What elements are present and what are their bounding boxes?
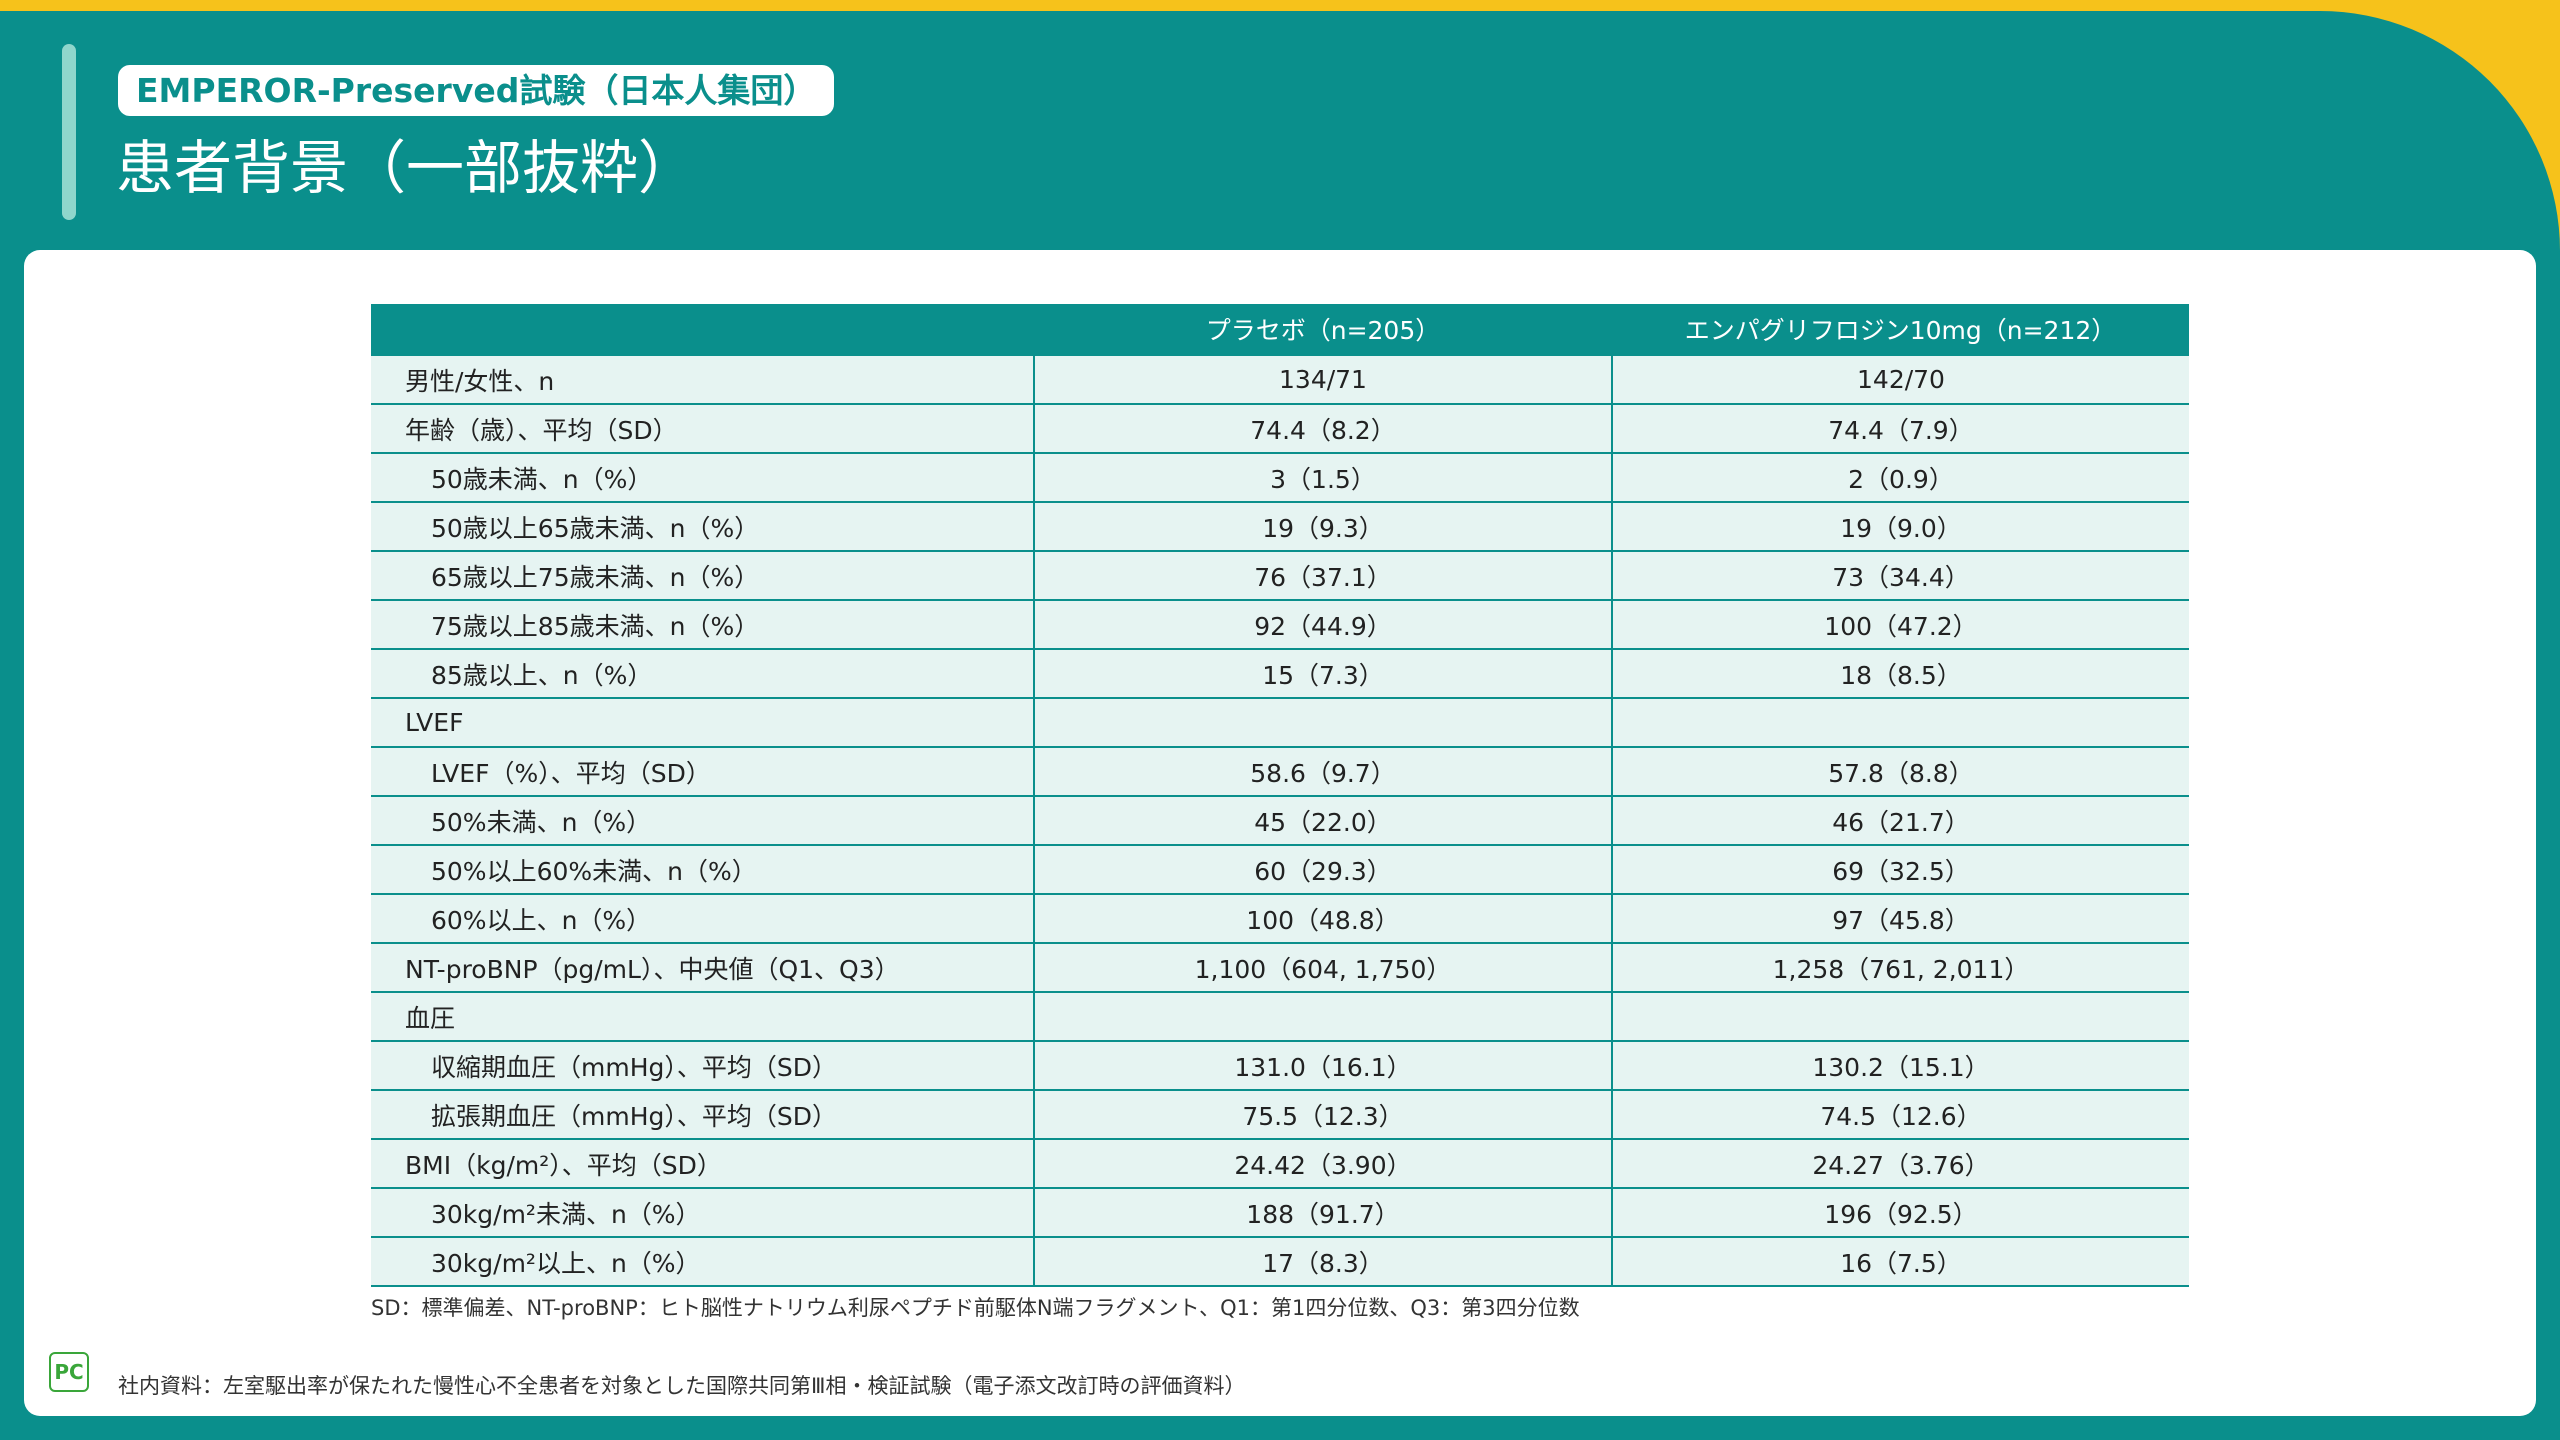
value-cell: 69（32.5） <box>1611 844 2189 895</box>
panel: プラセボ（n=205） エンパグリフロジン10mg（n=212） 男性/女性、n 1… <box>24 250 2536 1416</box>
table-row: 50%以上60%未満、n（%） 60（29.3） 69（32.5） <box>371 844 2189 895</box>
value-cell: 73（34.4） <box>1611 550 2189 601</box>
label-cell: 50歳未満、n（%） <box>371 452 1034 503</box>
value-cell <box>1611 697 2189 748</box>
label-cell: 30kg/m²以上、n（%） <box>371 1236 1034 1287</box>
label-cell: 拡張期血圧（mmHg）、平均（SD） <box>371 1089 1034 1140</box>
label-cell: 75歳以上85歳未満、n（%） <box>371 599 1034 650</box>
value-cell: 74.5（12.6） <box>1611 1089 2189 1140</box>
label-cell: NT-proBNP（pg/mL）、中央値（Q1、Q3） <box>371 942 1034 993</box>
label-cell: 85歳以上、n（%） <box>371 648 1034 699</box>
label-cell: LVEF（%）、平均（SD） <box>371 746 1034 797</box>
value-cell <box>1611 991 2189 1042</box>
value-cell: 1,258（761, 2,011） <box>1611 942 2189 993</box>
value-cell: 76（37.1） <box>1033 550 1612 601</box>
value-cell: 57.8（8.8） <box>1611 746 2189 797</box>
table-row: LVEF <box>371 697 2189 748</box>
value-cell: 1,100（604, 1,750） <box>1033 942 1612 993</box>
table-row: 50歳以上65歳未満、n（%） 19（9.3） 19（9.0） <box>371 501 2189 552</box>
value-cell <box>1033 697 1612 748</box>
value-cell: 60（29.3） <box>1033 844 1612 895</box>
value-cell: 58.6（9.7） <box>1033 746 1612 797</box>
table-row: 拡張期血圧（mmHg）、平均（SD） 75.5（12.3） 74.5（12.6） <box>371 1089 2189 1140</box>
header-cell <box>371 304 1034 355</box>
label-cell: LVEF <box>371 697 1034 748</box>
label-cell: 男性/女性、n <box>371 354 1034 405</box>
value-cell: 24.42（3.90） <box>1033 1138 1612 1189</box>
value-cell: 17（8.3） <box>1033 1236 1612 1287</box>
value-cell: 19（9.3） <box>1033 501 1612 552</box>
value-cell: 24.27（3.76） <box>1611 1138 2189 1189</box>
value-cell: 16（7.5） <box>1611 1236 2189 1287</box>
label-cell: BMI（kg/m²）、平均（SD） <box>371 1138 1034 1189</box>
value-cell: 45（22.0） <box>1033 795 1612 846</box>
value-cell: 142/70 <box>1611 354 2189 405</box>
table-row: 血圧 <box>371 991 2189 1042</box>
source: 社内資料：左室駆出率が保たれた慢性心不全患者を対象とした国際共同第Ⅲ相・検証試験… <box>118 1374 1246 1398</box>
value-cell: 74.4（8.2） <box>1033 403 1612 454</box>
table-row: 年齢（歳）、平均（SD） 74.4（8.2） 74.4（7.9） <box>371 403 2189 454</box>
table-row: 85歳以上、n（%） 15（7.3） 18（8.5） <box>371 648 2189 699</box>
table-row: 50%未満、n（%） 45（22.0） 46（21.7） <box>371 795 2189 846</box>
label-cell: 収縮期血圧（mmHg）、平均（SD） <box>371 1040 1034 1091</box>
footnote: SD：標準偏差、NT-proBNP：ヒト脳性ナトリウム利尿ペプチド前駆体N端フラ… <box>371 1296 1580 1320</box>
table-row: 収縮期血圧（mmHg）、平均（SD） 131.0（16.1） 130.2（15.1） <box>371 1040 2189 1091</box>
label-cell: 50歳以上65歳未満、n（%） <box>371 501 1034 552</box>
value-cell: 18（8.5） <box>1611 648 2189 699</box>
accent-bar <box>62 44 76 220</box>
table-row: 60%以上、n（%） 100（48.8） 97（45.8） <box>371 893 2189 944</box>
table-row: 30kg/m²未満、n（%） 188（91.7） 196（92.5） <box>371 1187 2189 1238</box>
table-row: BMI（kg/m²）、平均（SD） 24.42（3.90） 24.27（3.76） <box>371 1138 2189 1189</box>
table-row: 65歳以上75歳未満、n（%） 76（37.1） 73（34.4） <box>371 550 2189 601</box>
title: 患者背景（一部抜粋） <box>116 134 697 202</box>
value-cell: 2（0.9） <box>1611 452 2189 503</box>
value-cell: 134/71 <box>1033 354 1612 405</box>
table-row: LVEF（%）、平均（SD） 58.6（9.7） 57.8（8.8） <box>371 746 2189 797</box>
logo: PC <box>49 1352 89 1392</box>
value-cell: 97（45.8） <box>1611 893 2189 944</box>
table-row: 75歳以上85歳未満、n（%） 92（44.9） 100（47.2） <box>371 599 2189 650</box>
value-cell: 19（9.0） <box>1611 501 2189 552</box>
label-cell: 65歳以上75歳未満、n（%） <box>371 550 1034 601</box>
label-cell: 年齢（歳）、平均（SD） <box>371 403 1034 454</box>
table-row: 男性/女性、n 134/71 142/70 <box>371 354 2189 405</box>
header-cell: エンパグリフロジン10mg（n=212） <box>1612 304 2189 355</box>
value-cell: 3（1.5） <box>1033 452 1612 503</box>
value-cell: 131.0（16.1） <box>1033 1040 1612 1091</box>
table: プラセボ（n=205） エンパグリフロジン10mg（n=212） 男性/女性、n 1… <box>371 304 2189 1287</box>
label-cell: 60%以上、n（%） <box>371 893 1034 944</box>
table-row: NT-proBNP（pg/mL）、中央値（Q1、Q3） 1,100（604, 1,… <box>371 942 2189 993</box>
table-row: 30kg/m²以上、n（%） 17（8.3） 16（7.5） <box>371 1236 2189 1287</box>
table-row: 50歳未満、n（%） 3（1.5） 2（0.9） <box>371 452 2189 503</box>
value-cell: 196（92.5） <box>1611 1187 2189 1238</box>
header-row: プラセボ（n=205） エンパグリフロジン10mg（n=212） <box>371 304 2189 355</box>
value-cell: 15（7.3） <box>1033 648 1612 699</box>
badge: EMPEROR-Preserved試験（日本人集団） <box>118 65 835 116</box>
value-cell: 75.5（12.3） <box>1033 1089 1612 1140</box>
label-cell: 50%未満、n（%） <box>371 795 1034 846</box>
value-cell: 46（21.7） <box>1611 795 2189 846</box>
value-cell: 130.2（15.1） <box>1611 1040 2189 1091</box>
header-cell: プラセボ（n=205） <box>1034 304 1612 355</box>
label-cell: 30kg/m²未満、n（%） <box>371 1187 1034 1238</box>
value-cell: 188（91.7） <box>1033 1187 1612 1238</box>
value-cell: 92（44.9） <box>1033 599 1612 650</box>
value-cell: 100（47.2） <box>1611 599 2189 650</box>
value-cell: 100（48.8） <box>1033 893 1612 944</box>
label-cell: 血圧 <box>371 991 1034 1042</box>
label-cell: 50%以上60%未満、n（%） <box>371 844 1034 895</box>
value-cell <box>1033 991 1612 1042</box>
value-cell: 74.4（7.9） <box>1611 403 2189 454</box>
